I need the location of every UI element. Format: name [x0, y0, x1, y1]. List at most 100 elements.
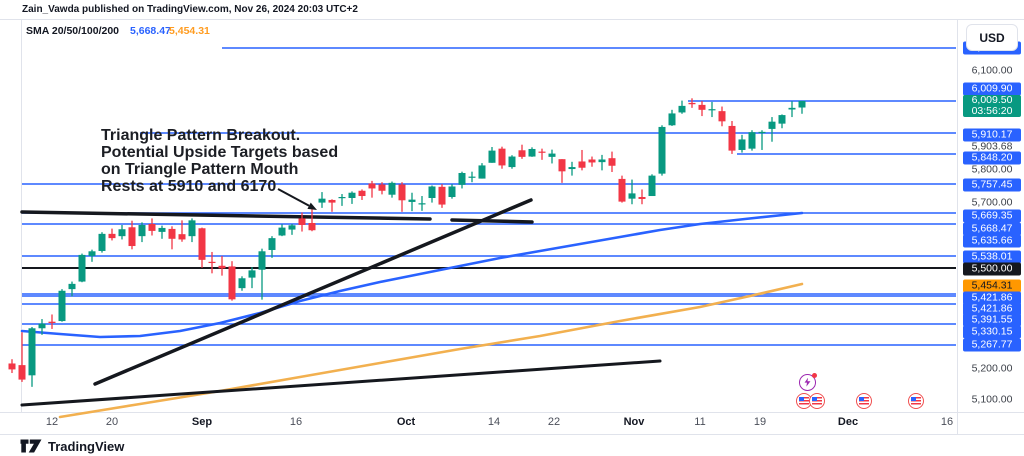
tradingview-brand-text: TradingView	[48, 438, 125, 454]
candle-body	[268, 238, 276, 250]
candle-body	[188, 220, 196, 237]
indicator-legend[interactable]: SMA 20/50/100/200 5,668.47 5,454.31	[26, 25, 210, 37]
candle-body	[148, 223, 156, 231]
candle-body	[588, 159, 596, 163]
flag-stripes	[799, 396, 809, 406]
flag-canton	[812, 396, 817, 401]
candle-body	[298, 218, 306, 225]
candle-body	[278, 227, 286, 236]
time-tick-label: Oct	[396, 416, 416, 428]
candle-body	[308, 222, 316, 231]
candle-body	[138, 224, 146, 237]
candle-body	[478, 165, 486, 179]
flag-canton	[911, 396, 916, 401]
candle-body	[178, 234, 186, 240]
tradingview-footer[interactable]: TradingView	[20, 438, 124, 454]
sma-orange-value: 5,454.31	[169, 25, 210, 37]
price-level-badge: 5,668.47	[963, 222, 1021, 236]
candle-body	[698, 104, 706, 110]
price-axis[interactable]: 6,170.226,100.006,009.906,009.5003:56:20…	[960, 0, 1024, 456]
candle-body	[348, 192, 356, 198]
price-tick-label: 5,800.00	[971, 163, 1013, 176]
candle-body	[8, 363, 16, 370]
tradingview-logo-icon	[20, 439, 42, 453]
flag-stripes	[812, 396, 822, 406]
price-level-badge: 5,538.01	[963, 250, 1021, 264]
us-economic-event-icon[interactable]	[856, 393, 872, 409]
time-axis-bottom-border	[0, 434, 1024, 435]
candle-body	[68, 283, 76, 290]
candle-body	[108, 233, 116, 239]
flag-canton	[799, 396, 804, 401]
flag-stripes	[859, 396, 869, 406]
candle-body	[658, 126, 666, 174]
currency-button[interactable]: USD	[966, 24, 1018, 51]
candle-body	[458, 172, 466, 185]
candle-body	[448, 186, 456, 198]
us-economic-event-icon[interactable]	[809, 393, 825, 409]
candle-body	[218, 265, 226, 269]
price-level-badge: 5,635.66	[963, 234, 1021, 248]
price-tick-label: 5,700.00	[971, 196, 1013, 209]
candle-body	[548, 153, 556, 157]
candle-body	[428, 186, 436, 198]
sma-200-line	[58, 282, 804, 419]
candle-body	[378, 184, 386, 191]
time-tick-label: 12	[45, 416, 59, 428]
indicator-legend-label: SMA 20/50/100/200	[26, 25, 120, 37]
candle-body	[158, 227, 166, 232]
price-level-badge: 5,454.31	[963, 279, 1021, 293]
time-axis[interactable]: 12 20 Sep 16 Oct 14 22 Nov 11 19 Dec 16	[0, 413, 956, 434]
candle-body	[688, 102, 696, 105]
time-tick-label: 16	[940, 416, 954, 428]
us-economic-event-icon[interactable]	[908, 393, 924, 409]
analysis-annotation: Triangle Pattern Breakout. Potential Ups…	[101, 127, 338, 195]
time-tick-label: 11	[694, 416, 706, 428]
candle-body	[638, 197, 646, 199]
candle-body	[468, 176, 476, 178]
price-level-badge: 5,848.20	[963, 151, 1021, 165]
sma-blue-value: 5,668.47	[130, 25, 171, 37]
annotation-arrowhead	[307, 202, 317, 210]
candle-body	[598, 159, 606, 163]
candle-body	[168, 228, 176, 239]
candle-body	[18, 365, 26, 380]
annotation-line: Rests at 5910 and 6170	[101, 178, 277, 195]
price-tick-label: 6,100.00	[971, 64, 1013, 77]
price-level-badge: 6,009.90	[963, 82, 1021, 96]
price-tick-label: 5,100.00	[971, 393, 1013, 406]
candle-body	[208, 261, 216, 264]
annotation-line: Potential Upside Targets based	[101, 144, 339, 161]
sma-100-line	[20, 211, 804, 339]
price-level-badge: 5,757.45	[963, 178, 1021, 192]
time-tick-label: 16	[289, 416, 303, 428]
bar-countdown: 03:56:20	[971, 105, 1013, 117]
us-economic-event-icon[interactable]	[796, 393, 812, 409]
notification-dot	[812, 373, 817, 378]
lower-support-trendline	[20, 359, 662, 407]
candle-body	[728, 125, 736, 151]
time-tick-label: Nov	[623, 416, 645, 428]
candle-body	[648, 175, 656, 197]
time-axis-top-border	[0, 412, 1024, 413]
current-price-badge: 6,009.50 03:56:20	[963, 95, 1021, 117]
flash-event-icon[interactable]	[799, 373, 817, 391]
candle-body	[98, 233, 106, 251]
candle-body	[718, 111, 726, 122]
candle-body	[258, 251, 266, 270]
price-level-badge: 5,421.86	[963, 302, 1021, 316]
candle-body	[38, 323, 46, 329]
candle-body	[788, 107, 796, 110]
candle-body	[608, 158, 616, 166]
triangle-top-a-trendline	[20, 210, 432, 221]
time-tick-label: 14	[487, 416, 501, 428]
candle-body	[738, 139, 746, 150]
triangle-top-b-trendline	[450, 218, 534, 224]
candle-body	[358, 190, 366, 197]
candle-body	[328, 199, 336, 203]
candle-body	[398, 184, 406, 201]
flag-stripes	[911, 396, 921, 406]
candle-body	[368, 183, 376, 189]
